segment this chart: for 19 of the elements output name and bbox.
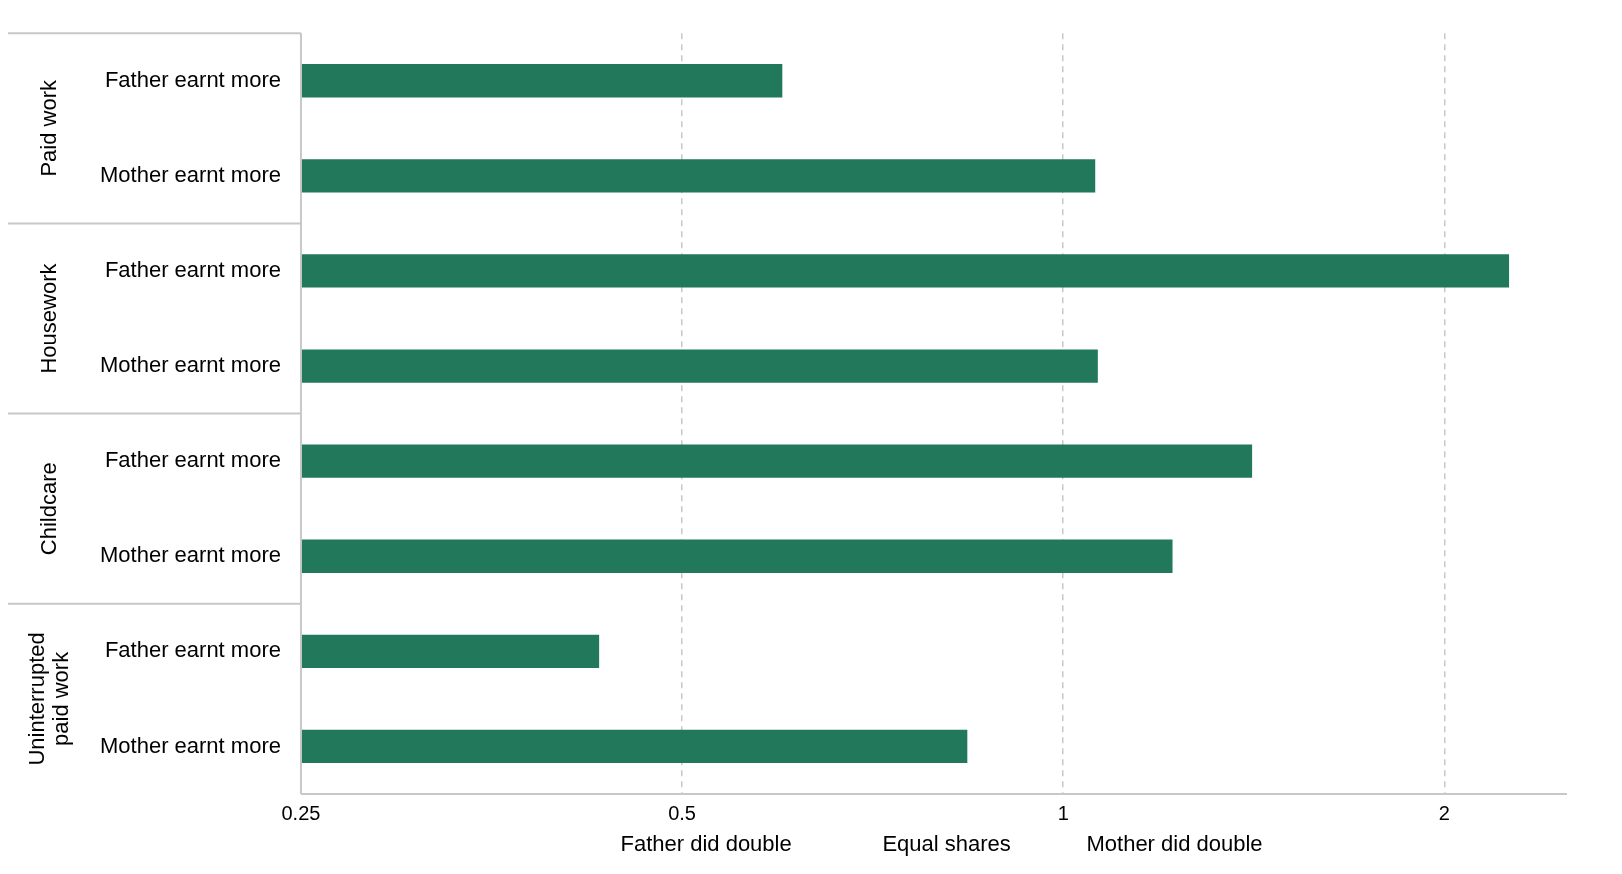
x-tick-label: 1 <box>1057 801 1069 824</box>
y-tick-label: Father earnt more <box>104 66 281 92</box>
x-tick-label: 2 <box>1438 801 1450 824</box>
text: Mother did double <box>1086 831 1263 857</box>
y-tick-label: Mother earnt more <box>99 161 281 187</box>
y-tick-label: Mother earnt more <box>99 542 281 568</box>
y-tick-label: Father earnt more <box>104 637 281 663</box>
y-tick-label: Father earnt more <box>104 257 281 283</box>
text: Equal shares <box>882 831 1011 857</box>
y-tick-label: Father earnt more <box>104 447 281 473</box>
x-tick-label: 0.5 <box>668 801 696 824</box>
text: Father did double <box>620 831 792 857</box>
x-tick-label: 0.25 <box>281 801 321 824</box>
text: Uninterrupted paid work <box>24 632 74 766</box>
text: Paid work <box>36 79 62 177</box>
text: Childcare <box>36 462 62 556</box>
y-tick-label: Mother earnt more <box>99 352 281 378</box>
text: Housework <box>36 262 62 374</box>
y-tick-label: Mother earnt more <box>99 732 281 758</box>
